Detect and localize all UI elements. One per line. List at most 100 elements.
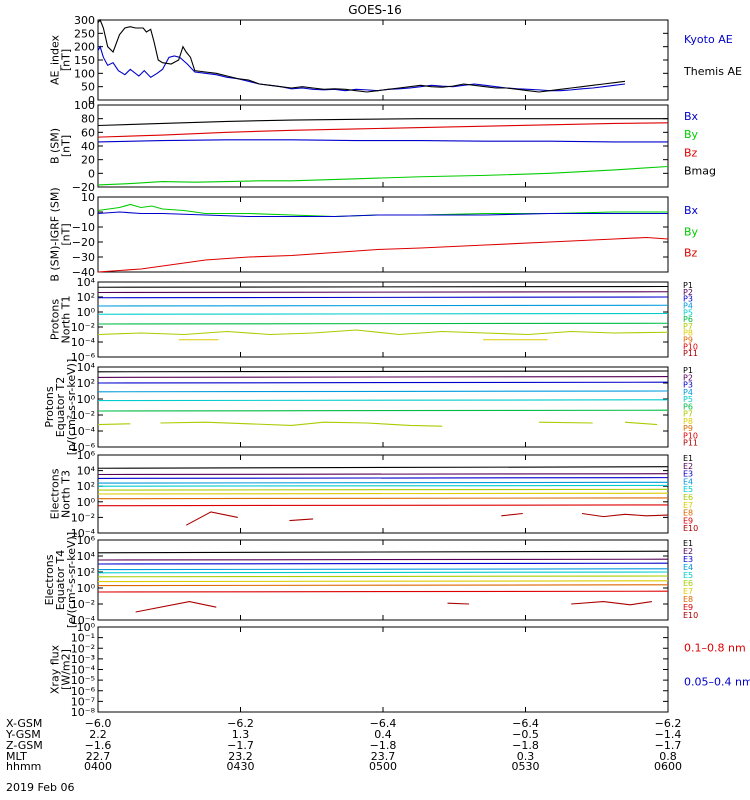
series-line-p5 [97, 312, 669, 315]
legend-entry: P11 [683, 349, 698, 358]
y-tick-label: 40 [81, 140, 95, 153]
legend-entry: E5 [683, 571, 693, 580]
y-tick-label: 10⁶ [77, 534, 96, 547]
y-tick-label: 10⁻⁸ [71, 706, 96, 719]
legend-entry: P8 [683, 417, 693, 426]
x-axis-row-label: hhmm [6, 760, 41, 773]
x-axis-row-value: 0400 [84, 760, 112, 773]
y-axis-label: [nT] [60, 135, 73, 157]
legend-entry: 0.1–0.8 nm [684, 641, 746, 654]
series-line-p7 [160, 421, 443, 427]
y-axis-label: North T3 [60, 470, 73, 518]
series-line-p6 [97, 322, 669, 325]
y-tick-label: 10⁰ [77, 393, 96, 406]
series-line-e5 [97, 484, 669, 487]
series-line-e3 [97, 562, 669, 565]
panel-b_igrf: 10 0 −10 −20 −30 −40 B (SM)-IGRF (SM)[nT] Bx By B… [49, 187, 699, 281]
x-axis-row-value: 1.3 [232, 728, 250, 741]
legend-entry: E7 [683, 587, 693, 596]
series-line-p7 [97, 423, 131, 426]
legend-entry: P9 [683, 424, 693, 433]
x-axis-row-value: −1.8 [512, 739, 539, 752]
y-tick-label: 10² [77, 377, 95, 390]
y-tick-label: 150 [74, 54, 95, 67]
y-tick-label: 10⁻⁵ [71, 674, 95, 687]
y-axis-label: Equator T4 [54, 550, 67, 610]
y-tick-label: −20 [72, 181, 95, 194]
legend-entry: P6 [683, 402, 693, 411]
series-line-p3 [97, 381, 669, 384]
panel-frame [97, 281, 669, 358]
y-tick-label: 10⁻⁴ [71, 336, 96, 349]
y-tick-label: 0 [88, 206, 95, 219]
legend-entry: E3 [683, 470, 693, 479]
series-line-bz [97, 236, 669, 273]
x-axis-row-value: −6.4 [370, 717, 397, 730]
series-line-themis-ae [97, 18, 626, 93]
series-line-e7 [97, 580, 669, 583]
x-axis-row-value: −1.7 [227, 739, 254, 752]
x-axis-row-value: −6.2 [655, 717, 682, 730]
legend-entry: E6 [683, 493, 693, 502]
y-tick-label: 10² [77, 480, 95, 493]
y-tick-label: 100 [74, 99, 95, 112]
series-line-p2 [97, 291, 669, 294]
series-line-e1 [97, 466, 669, 469]
legend-entry: P4 [683, 301, 693, 310]
y-axis-label: Electrons [43, 554, 56, 605]
series-line-e4 [97, 568, 669, 571]
legend-entry: Bx [684, 110, 699, 123]
y-tick-label: 10² [77, 291, 95, 304]
legend-entry: P11 [683, 439, 698, 448]
y-tick-label: 10⁻² [71, 409, 95, 422]
x-axis-row-label: Z-GSM [6, 739, 43, 752]
y-tick-label: 10⁻⁴ [71, 614, 96, 627]
legend-entry: E8 [683, 509, 693, 518]
series-line-p4 [97, 390, 669, 393]
legend-entry: P9 [683, 336, 693, 345]
series-line-p1 [97, 285, 669, 288]
legend-entry: P1 [683, 366, 693, 375]
legend-entry: E10 [683, 611, 698, 620]
x-axis-row-value: 23.7 [371, 750, 396, 763]
y-tick-label: 60 [81, 126, 95, 139]
legend-entry: P7 [683, 410, 693, 419]
y-tick-label: −40 [72, 266, 95, 279]
legend-entry: E10 [683, 524, 698, 533]
x-axis-row-value: −0.5 [512, 728, 539, 741]
legend-entry: P5 [683, 308, 693, 317]
y-tick-label: 10⁻³ [71, 653, 95, 666]
y-tick-label: 10⁻² [71, 642, 95, 655]
series-line-e2 [97, 473, 669, 476]
y-tick-label: 10⁰ [77, 306, 96, 319]
series-line-e8 [97, 584, 669, 587]
legend-entry: E2 [683, 462, 693, 471]
x-axis-row-value: 2.2 [89, 728, 107, 741]
legend-entry: E9 [683, 603, 693, 612]
legend-entry: P3 [683, 381, 693, 390]
x-axis-row-label: MLT [6, 750, 27, 763]
series-line-e5 [97, 571, 669, 574]
x-axis-table: X-GSM −6.0 −6.2 −6.4 −6.4 −6.2Y-GSM 2.2 1.3 0.4−… [5, 717, 682, 773]
series-line-p3 [97, 296, 669, 299]
series-line-by [97, 165, 669, 186]
series-line-kyoto-ae [97, 45, 626, 92]
series-line-e4 [97, 481, 669, 484]
y-tick-label: 10⁶ [77, 449, 96, 462]
y-tick-label: 10⁴ [77, 465, 96, 478]
y-tick-label: 10⁻⁷ [71, 695, 95, 708]
series-line-p6 [97, 409, 669, 412]
y-tick-label: 10⁻⁶ [71, 351, 96, 364]
y-tick-label: 50 [81, 81, 95, 94]
series-line-bz [97, 122, 669, 138]
legend-entry: P5 [683, 395, 693, 404]
series-line-p7 [624, 421, 658, 426]
series-line-p5 [97, 399, 669, 402]
y-tick-label: 10⁰ [77, 582, 96, 595]
legend-entry: E6 [683, 579, 693, 588]
series-line-e10 [447, 602, 470, 605]
legend-entry: P10 [683, 342, 698, 351]
